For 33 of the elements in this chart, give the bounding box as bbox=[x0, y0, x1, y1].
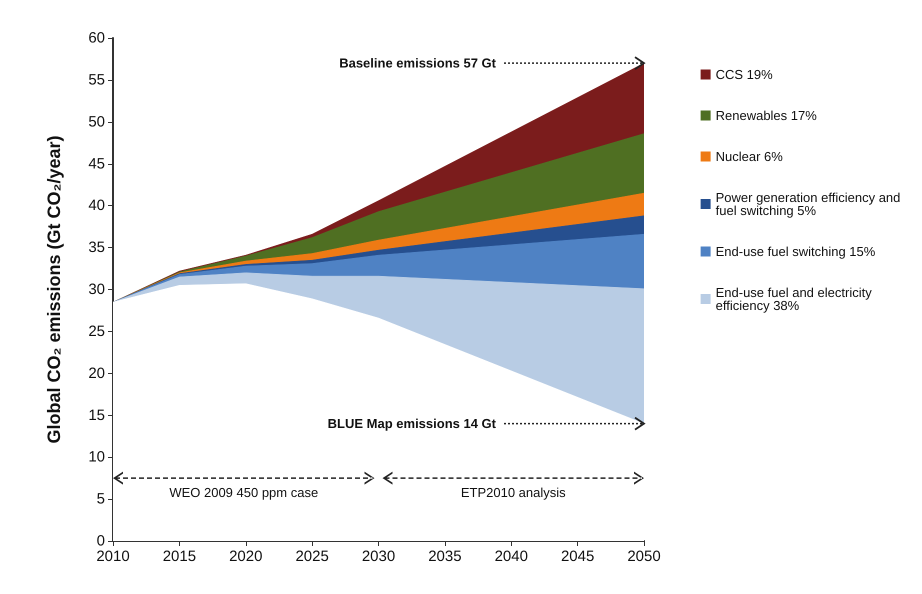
legend-label: Power generation efficiency and fuel switching 5% bbox=[716, 190, 904, 218]
x-tick-label: 2040 bbox=[494, 548, 528, 565]
y-tick-label: 0 bbox=[96, 532, 105, 550]
y-tick-label: 20 bbox=[88, 364, 105, 382]
annotation: BLUE Map emissions 14 Gt bbox=[328, 416, 497, 432]
legend-label: End-use fuel switching 15% bbox=[716, 244, 876, 259]
x-tick-label: 2020 bbox=[229, 548, 262, 565]
annotation: Baseline emissions 57 Gt bbox=[339, 56, 497, 71]
x-tick-label: 2045 bbox=[560, 548, 594, 565]
y-tick-label: 25 bbox=[88, 322, 105, 340]
legend-label: Renewables 17% bbox=[716, 108, 818, 123]
y-tick-label: 45 bbox=[88, 155, 105, 172]
legend-label: CCS 19% bbox=[716, 67, 774, 82]
y-tick-label: 15 bbox=[88, 406, 105, 424]
x-tick-label: 2030 bbox=[362, 548, 396, 565]
annotation: WEO 2009 450 ppm case bbox=[169, 485, 318, 500]
x-tick-label: 2025 bbox=[295, 548, 329, 565]
y-tick-label: 35 bbox=[88, 239, 105, 256]
y-axis-title: Global CO₂ emissions (Gt CO₂/year) bbox=[44, 135, 64, 444]
x-tick-label: 2050 bbox=[627, 548, 661, 565]
legend-label: End-use fuel and electricity efficiency 38% bbox=[716, 285, 876, 313]
legend-label: Nuclear 6% bbox=[716, 149, 784, 164]
y-tick-label: 10 bbox=[88, 448, 105, 466]
y-tick-label: 5 bbox=[96, 490, 105, 508]
y-tick-label: 55 bbox=[88, 71, 105, 88]
x-tick-label: 2015 bbox=[162, 548, 196, 565]
y-tick-label: 40 bbox=[88, 197, 105, 214]
x-tick-label: 2035 bbox=[428, 548, 462, 565]
y-tick-label: 60 bbox=[88, 30, 105, 46]
annotation: ETP2010 analysis bbox=[460, 485, 566, 500]
y-tick-label: 50 bbox=[88, 113, 105, 130]
x-tick-label: 2010 bbox=[96, 548, 130, 565]
y-tick-label: 30 bbox=[88, 281, 105, 298]
